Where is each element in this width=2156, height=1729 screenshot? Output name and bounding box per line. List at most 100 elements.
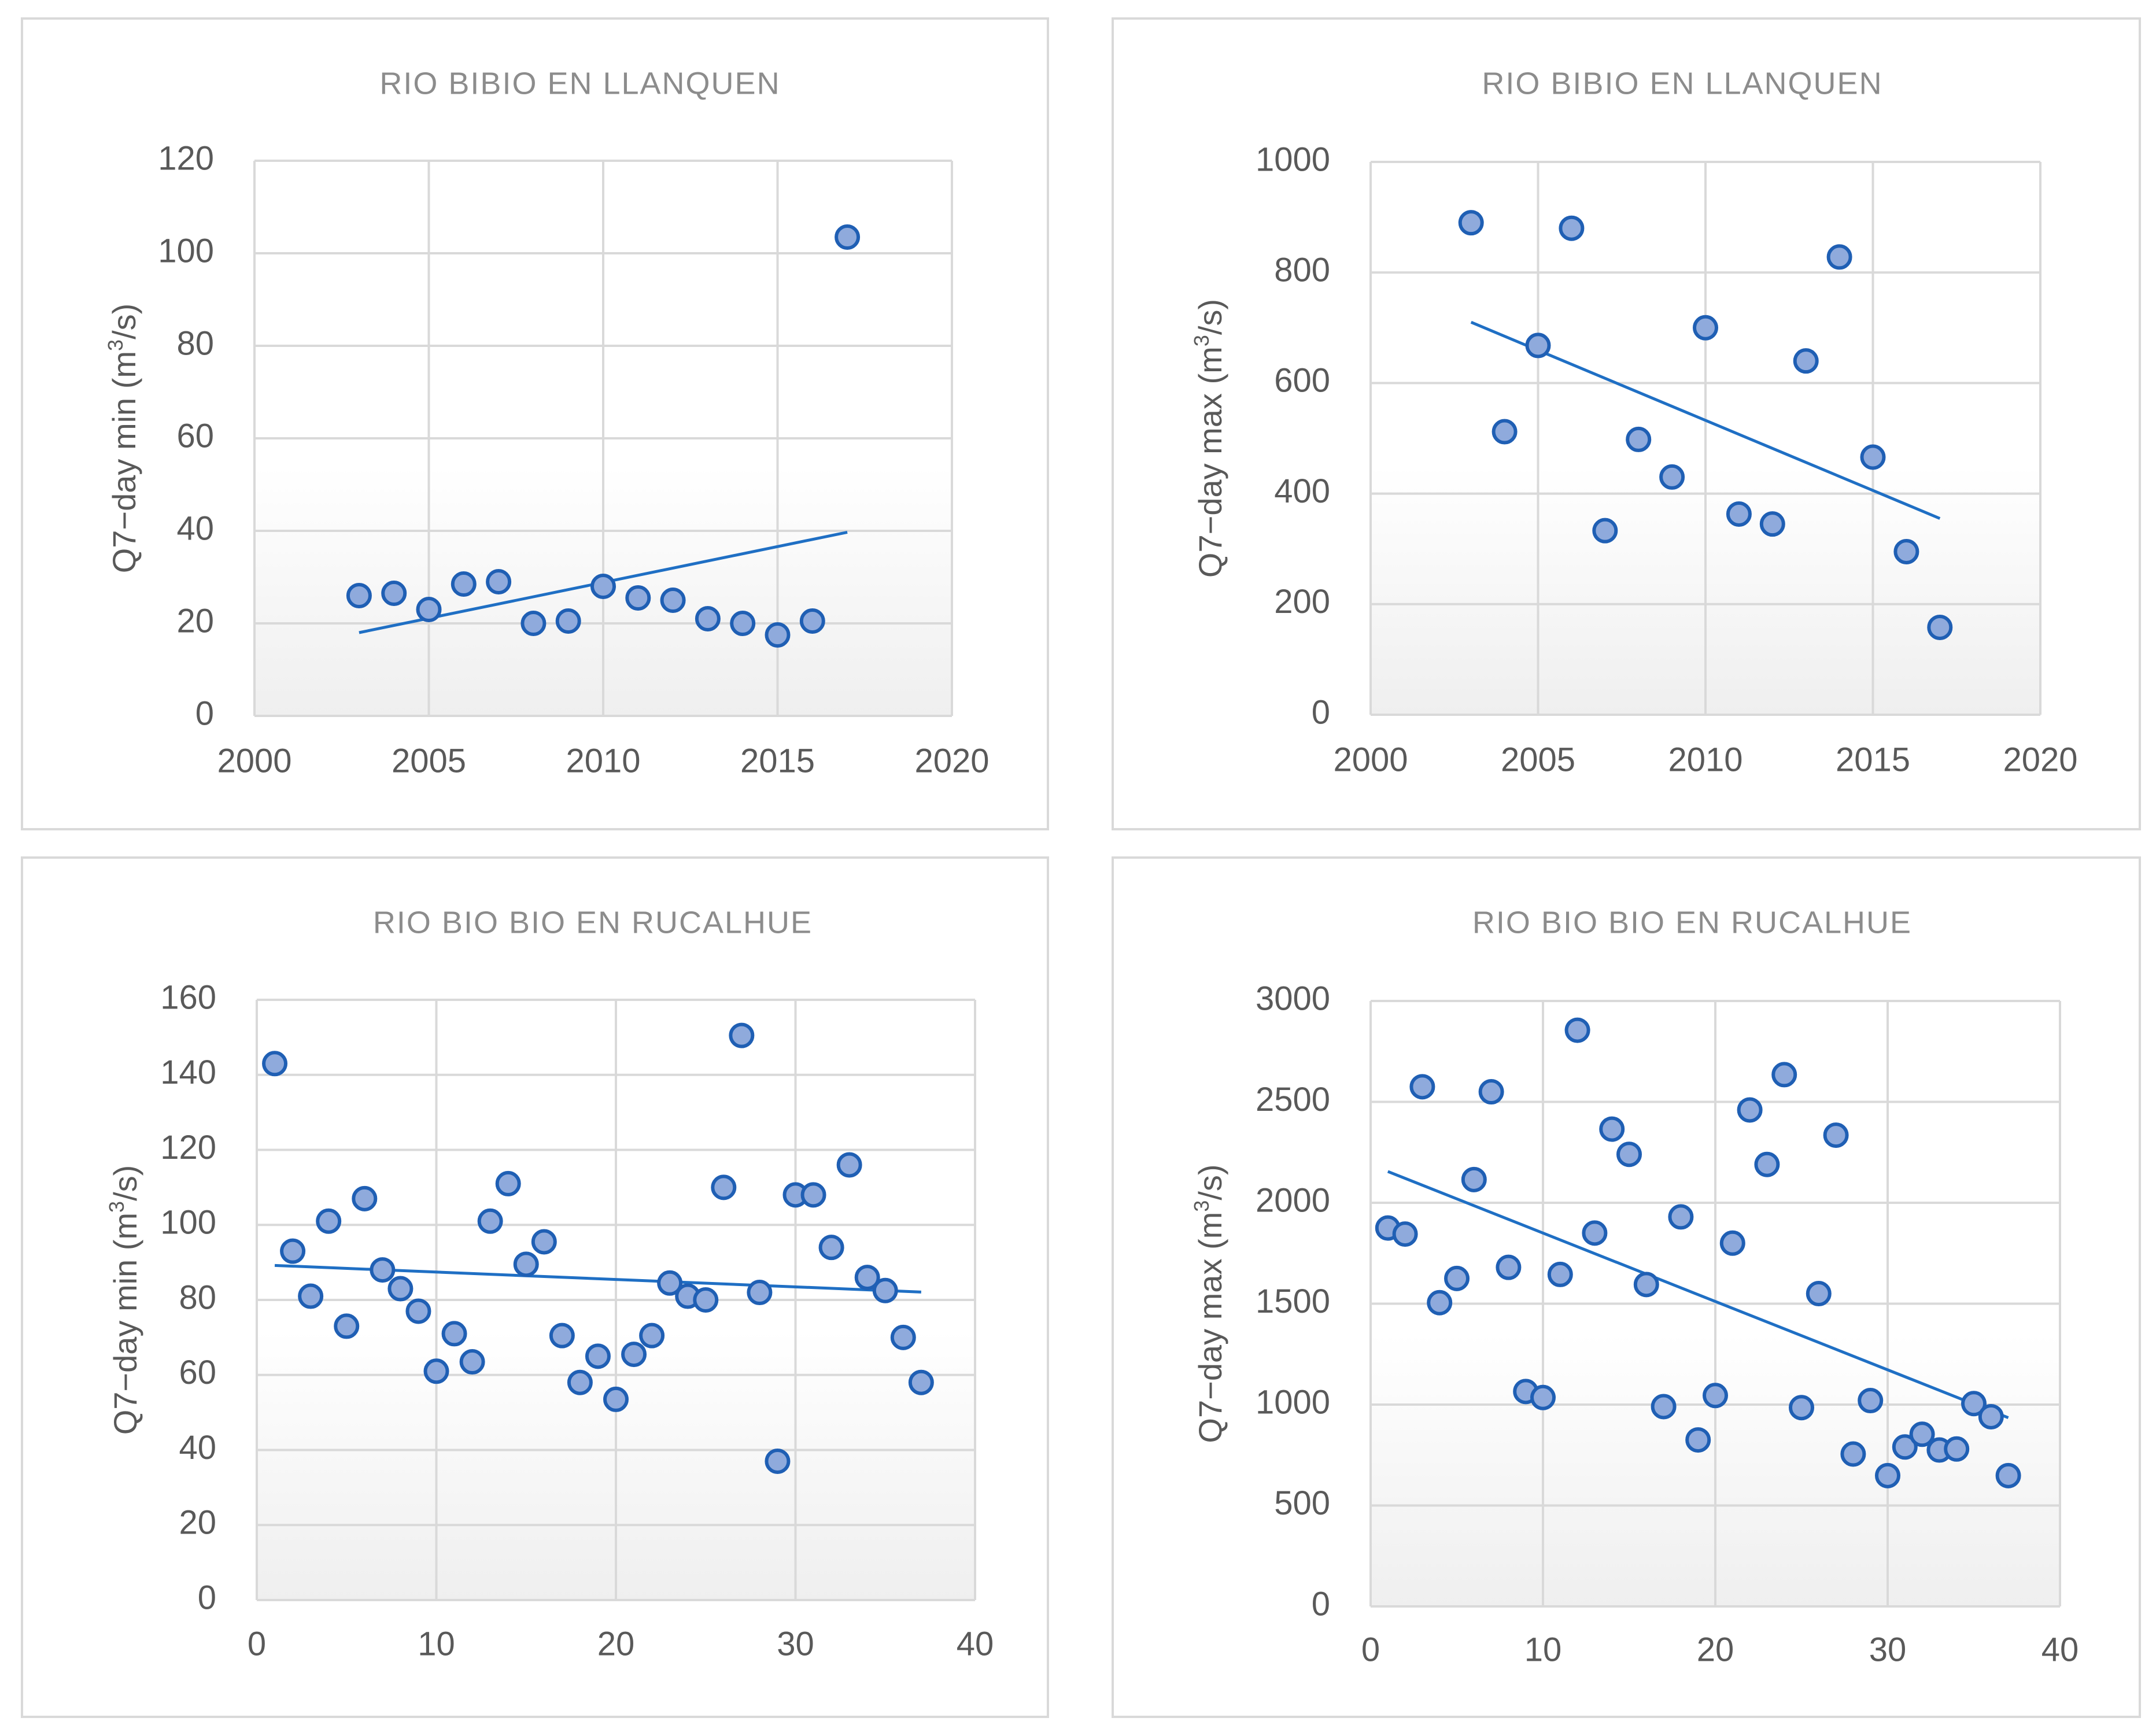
data-point — [441, 1321, 467, 1347]
data-point — [298, 1283, 324, 1309]
data-point — [1599, 1116, 1625, 1142]
data-point — [585, 1343, 611, 1369]
chart-panel-3: RIO BIO BIO EN RUCALHUE 0 20 40 60 80 100 120 14… — [21, 856, 1049, 1718]
x-tick-label: 20 — [1697, 1631, 1734, 1668]
trendline — [1470, 320, 1941, 520]
y-axis-label: Q7−day max (m3/s) — [1190, 299, 1228, 578]
data-point — [1978, 1403, 2004, 1429]
x-tick-label: 2020 — [2003, 741, 2077, 778]
data-point — [416, 597, 442, 622]
data-point — [1944, 1436, 1970, 1462]
data-point — [1893, 538, 1919, 564]
x-tick-label: 10 — [1524, 1631, 1562, 1668]
y-tick-label: 20 — [176, 602, 214, 640]
data-point — [451, 571, 477, 597]
y-tick-label: 0 — [195, 694, 214, 732]
data-point — [1427, 1290, 1453, 1316]
data-point — [531, 1229, 557, 1255]
y-tick-label: 1000 — [1256, 1383, 1330, 1421]
y-tick-label: 800 — [1274, 252, 1330, 289]
y-tick-label: 80 — [179, 1279, 216, 1316]
data-point — [1875, 1462, 1900, 1488]
y-axis-label: Q7−day max (m3/s) — [1190, 1164, 1228, 1443]
data-point — [370, 1257, 396, 1283]
data-point — [1392, 1221, 1418, 1247]
data-point — [1633, 1272, 1659, 1298]
data-point — [1659, 464, 1685, 490]
data-point — [567, 1369, 593, 1395]
data-point — [1461, 1166, 1487, 1192]
data-point — [1860, 444, 1886, 470]
data-point — [486, 569, 512, 594]
data-point — [799, 608, 825, 634]
data-point — [1726, 501, 1752, 527]
y-axis-label: Q7−day min (m3/s) — [104, 304, 142, 574]
data-point — [625, 585, 651, 611]
data-point — [765, 1448, 791, 1474]
y-tick-label: 2000 — [1256, 1181, 1330, 1219]
data-point — [495, 1170, 521, 1196]
x-tick-label: 2015 — [740, 742, 815, 779]
data-point — [603, 1386, 629, 1412]
y-tick-label: 3000 — [1256, 980, 1330, 1017]
chart-2: RIO BIBIO EN LLANQUEN 0 200 400 600 800 1000 20… — [1112, 17, 2141, 830]
y-tick-label: 600 — [1274, 362, 1330, 400]
x-tick-label: 10 — [418, 1625, 455, 1662]
data-point — [1927, 614, 1953, 640]
data-point — [1478, 1079, 1504, 1105]
x-tick-label: 0 — [248, 1625, 266, 1662]
data-point — [1651, 1394, 1677, 1420]
data-point — [747, 1280, 773, 1306]
data-point — [1616, 1141, 1642, 1168]
data-point — [1582, 1220, 1608, 1246]
data-point — [405, 1298, 431, 1324]
y-tick-label: 400 — [1274, 472, 1330, 510]
y-tick-label: 140 — [160, 1054, 216, 1091]
data-point — [835, 224, 861, 250]
y-tick-label: 100 — [158, 232, 214, 269]
data-point — [352, 1185, 378, 1211]
data-point — [1719, 1230, 1745, 1256]
chart-title: RIO BIO BIO EN RUCALHUE — [1472, 905, 1912, 940]
y-tick-label: 40 — [179, 1429, 216, 1466]
y-tick-label: 0 — [198, 1579, 216, 1616]
data-point — [423, 1358, 449, 1384]
data-point — [1496, 1254, 1522, 1280]
data-point — [590, 574, 616, 599]
x-tick-label: 2020 — [914, 742, 989, 779]
data-point — [280, 1238, 306, 1264]
chart-panel-2: RIO BIBIO EN LLANQUEN 0 200 400 600 800 1000 20… — [1112, 17, 2141, 830]
trendline — [1387, 1170, 2009, 1420]
data-point — [1892, 1434, 1918, 1460]
y-tick-label: 0 — [1312, 1585, 1330, 1623]
data-point — [621, 1342, 647, 1368]
data-point — [1559, 215, 1585, 241]
data-point — [818, 1235, 844, 1261]
data-point — [1826, 244, 1852, 270]
x-tick-label: 2010 — [1668, 741, 1742, 778]
data-point — [477, 1208, 503, 1234]
data-point — [639, 1322, 665, 1349]
data-point — [1685, 1427, 1711, 1453]
y-tick-label: 0 — [1312, 693, 1330, 731]
data-point — [695, 606, 721, 631]
data-point — [1547, 1261, 1573, 1287]
data-point — [1995, 1462, 2021, 1488]
data-point — [1444, 1265, 1470, 1291]
data-point — [836, 1152, 862, 1178]
y-tick-label: 80 — [176, 324, 214, 362]
data-point — [1771, 1062, 1797, 1088]
data-point — [1626, 426, 1652, 452]
chart-title: RIO BIBIO EN LLANQUEN — [1482, 66, 1882, 101]
x-tick-label: 2010 — [566, 742, 640, 779]
data-point — [872, 1277, 898, 1303]
y-tick-label: 2500 — [1256, 1081, 1330, 1118]
y-tick-label: 60 — [176, 417, 214, 455]
x-tick-label: 20 — [597, 1625, 635, 1662]
x-tick-label: 2005 — [1501, 741, 1575, 778]
data-point — [1564, 1017, 1590, 1043]
y-tick-label: 20 — [179, 1504, 216, 1542]
data-point — [711, 1174, 737, 1200]
x-tick-label: 2005 — [392, 742, 466, 779]
y-tick-label: 200 — [1274, 583, 1330, 620]
